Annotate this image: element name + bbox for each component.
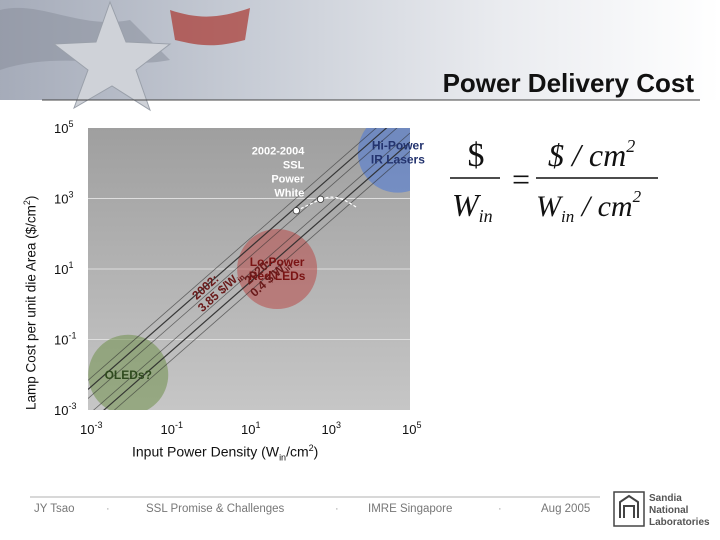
cost-equation: $ Win = $ / cm2 Win / cm2	[450, 136, 658, 226]
region-label-2: Hi-Power IR Lasers	[371, 139, 425, 167]
sandia-logo: Sandia National Laboratories	[613, 491, 710, 528]
x-axis-label: Input Power Density (Win/cm2)	[132, 443, 319, 463]
ssl-power-white-annotation: 2002-2004 SSL Power White	[252, 146, 305, 200]
region-blob-1	[237, 229, 318, 309]
footer-talk-title: SSL Promise & Challenges	[146, 503, 285, 515]
eq-rhs-denominator: Win / cm2	[536, 187, 642, 226]
ssl-projection-segment	[320, 196, 357, 208]
y-axis-label: Lamp Cost per unit die Area ($/cm2)	[22, 195, 39, 410]
star-logo-graphic	[52, 0, 250, 112]
footer-separator: ·	[498, 503, 502, 515]
x-tick-label: 10-3	[80, 420, 102, 437]
cost-line-0-1	[88, 128, 388, 390]
y-tick-label: 10-3	[54, 401, 76, 418]
ssl-trend-segment	[296, 198, 321, 212]
footer-author: JY Tsao	[34, 503, 75, 515]
x-tick-label: 101	[241, 420, 260, 437]
slide-title: Power Delivery Cost	[442, 68, 694, 98]
footer-separator: ·	[335, 503, 339, 515]
x-tick-label: 103	[322, 420, 341, 437]
eq-lhs-numerator: $	[468, 137, 485, 174]
logo-line-3: Laboratories	[649, 517, 710, 528]
cost-line-1-1	[103, 141, 410, 410]
y-tick-label: 105	[54, 119, 73, 136]
footer-venue: IMRE Singapore	[368, 503, 453, 515]
cost-line-0-0	[88, 128, 398, 399]
eq-equals: =	[512, 161, 530, 197]
ssl-power-white-2002	[292, 207, 300, 215]
cost-line-1-0	[113, 150, 410, 410]
region-blob-0	[88, 334, 169, 410]
ssl-power-white-2004	[316, 195, 325, 203]
eq-lhs-denominator: Win	[452, 187, 493, 226]
region-label-1: Lo-Power Red LEDs	[249, 255, 306, 283]
footer-date: Aug 2005	[541, 503, 591, 515]
region-label-0: OLEDs?	[105, 368, 152, 382]
x-tick-label: 10-1	[161, 420, 183, 437]
y-tick-label: 10-1	[54, 331, 76, 348]
logo-line-1: Sandia	[649, 493, 682, 504]
cost-line-0-2	[88, 128, 377, 381]
logo-line-2: National	[649, 505, 689, 516]
footer-separator: ·	[106, 503, 110, 515]
cost-line-1-2	[93, 132, 410, 410]
x-tick-label: 105	[402, 420, 421, 437]
y-tick-label: 103	[54, 190, 73, 207]
y-tick-label: 101	[54, 260, 73, 277]
eq-rhs-numerator: $ / cm2	[548, 136, 635, 173]
